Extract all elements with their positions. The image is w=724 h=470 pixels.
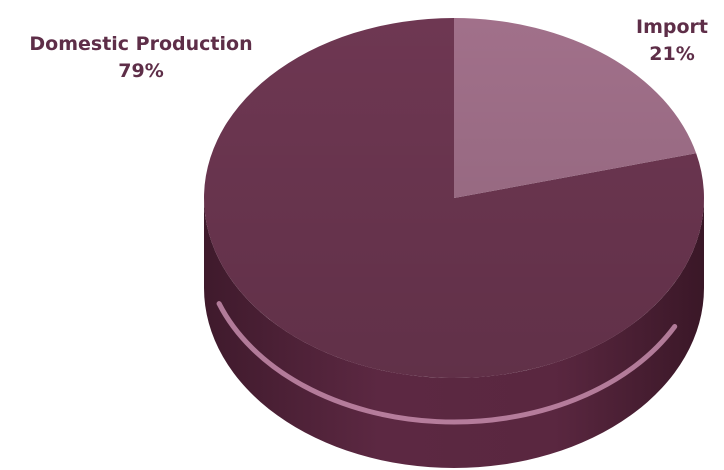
pie-rim-highlight bbox=[216, 301, 678, 425]
slice-label-import: Import 21% bbox=[620, 14, 724, 68]
slice-name-import: Import bbox=[636, 16, 708, 38]
slice-percent-import: 21% bbox=[649, 43, 695, 65]
slice-percent-domestic-production: 79% bbox=[118, 60, 164, 82]
slice-label-domestic-production: Domestic Production 79% bbox=[0, 31, 282, 85]
slice-name-domestic-production: Domestic Production bbox=[29, 33, 253, 55]
pie-top-shading bbox=[204, 18, 704, 378]
